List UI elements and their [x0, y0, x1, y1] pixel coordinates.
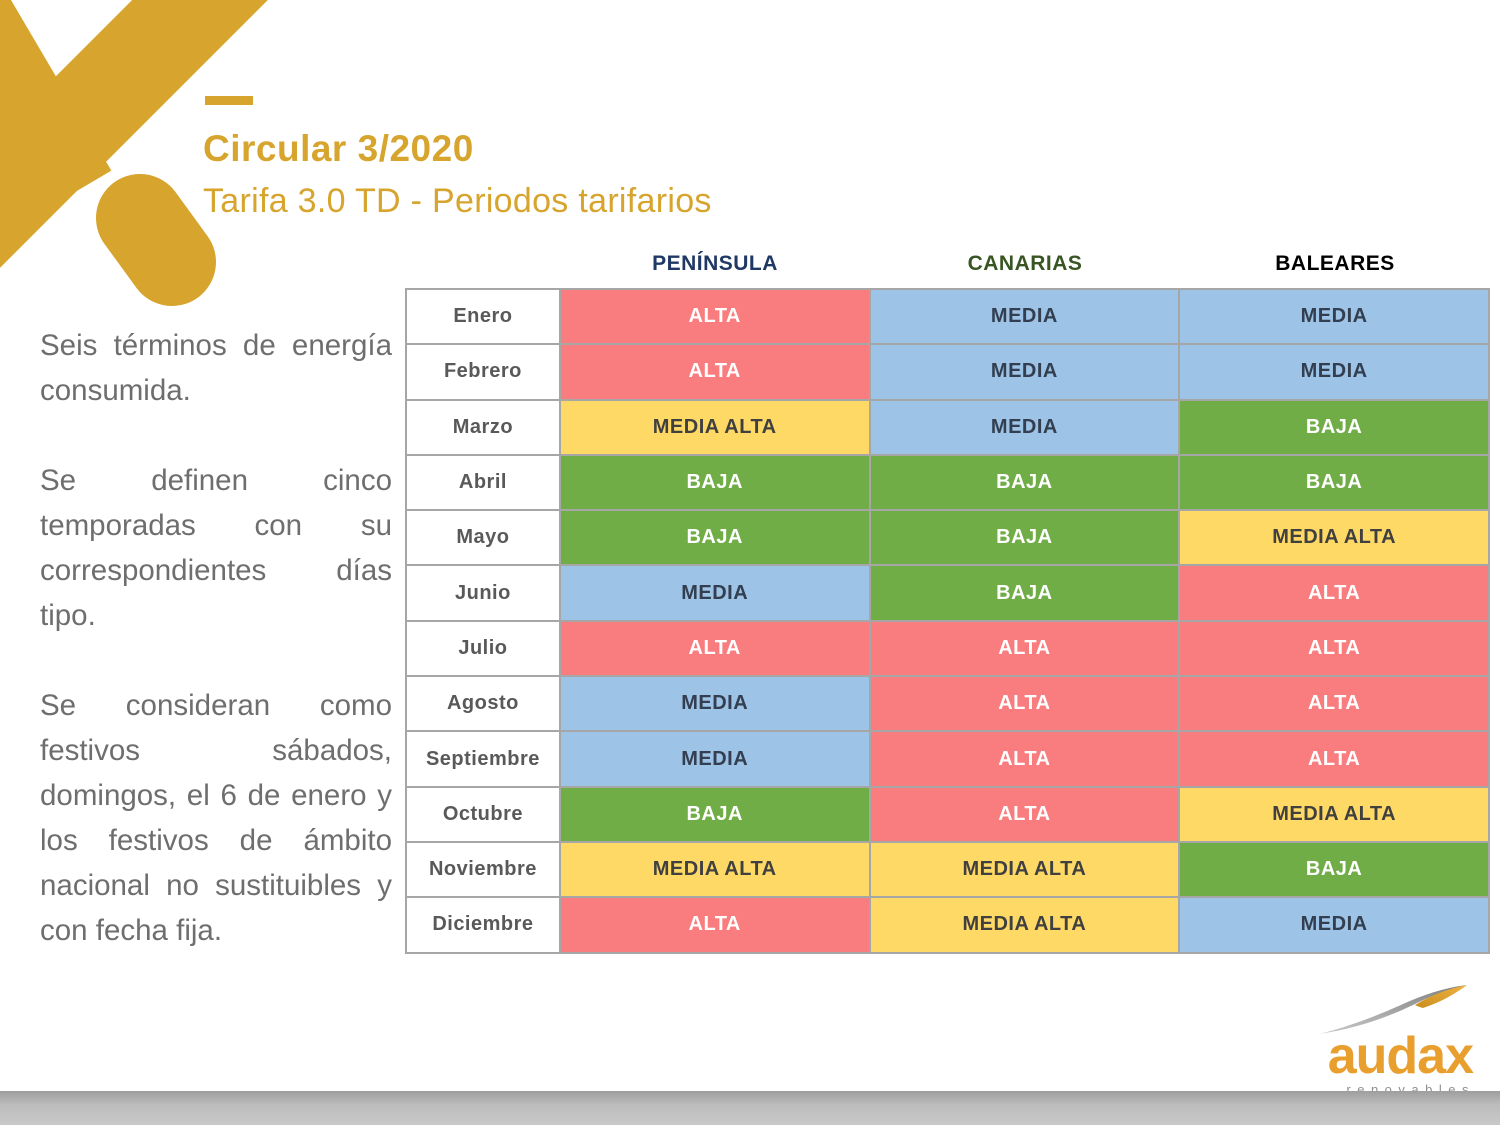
table-row: Enero ALTA MEDIA MEDIA: [405, 287, 1490, 346]
table-row: Noviembre MEDIA ALTA MEDIA ALTA BAJA: [405, 840, 1490, 899]
period-cell: ALTA: [1178, 619, 1490, 678]
column-header-baleares: BALEARES: [1275, 252, 1395, 275]
period-cell: BAJA: [558, 785, 871, 843]
period-cell: ALTA: [868, 730, 1181, 788]
page-title: Circular 3/2020: [203, 128, 474, 169]
paragraph-seasons: Se definen cinco temporadas con su corre…: [40, 464, 392, 632]
title-accent-dash: [205, 96, 253, 105]
period-cell: BAJA: [1178, 840, 1490, 899]
month-label: Julio: [405, 619, 561, 678]
month-label: Febrero: [405, 343, 561, 401]
column-header-peninsula: PENÍNSULA: [652, 252, 778, 275]
period-cell: MEDIA: [558, 730, 871, 788]
table-row: Mayo BAJA BAJA MEDIA ALTA: [405, 509, 1490, 567]
table-row: Diciembre ALTA MEDIA ALTA MEDIA: [405, 896, 1490, 954]
period-cell: ALTA: [868, 619, 1181, 678]
period-cell: BAJA: [558, 509, 871, 567]
period-cell: BAJA: [868, 453, 1181, 512]
table-row: Julio ALTA ALTA ALTA: [405, 619, 1490, 678]
period-cell: MEDIA: [558, 675, 871, 733]
period-cell: MEDIA ALTA: [558, 840, 871, 899]
table-row: Abril BAJA BAJA BAJA: [405, 453, 1490, 512]
column-header-canarias: CANARIAS: [967, 252, 1083, 275]
footer-bar: [0, 1091, 1500, 1125]
audax-logo: audax renovables: [1295, 984, 1475, 1097]
period-cell: MEDIA: [868, 287, 1181, 346]
period-cell: MEDIA: [1178, 287, 1490, 346]
period-cell: BAJA: [868, 564, 1181, 622]
tariff-periods-table: Enero ALTA MEDIA MEDIA Febrero ALTA MEDIA MEDIA…: [405, 287, 1490, 954]
month-label: Mayo: [405, 509, 561, 567]
page-subtitle: Tarifa 3.0 TD - Periodos tarifarios: [203, 182, 712, 220]
table-row: Junio MEDIA BAJA ALTA: [405, 564, 1490, 622]
month-label: Octubre: [405, 785, 561, 843]
month-label: Agosto: [405, 675, 561, 733]
period-cell: BAJA: [868, 509, 1181, 567]
table-row: Febrero ALTA MEDIA MEDIA: [405, 343, 1490, 401]
period-cell: MEDIA ALTA: [1178, 509, 1490, 567]
month-label: Marzo: [405, 398, 561, 456]
month-label: Noviembre: [405, 840, 561, 899]
period-cell: MEDIA: [1178, 343, 1490, 401]
period-cell: ALTA: [558, 343, 871, 401]
table-row: Septiembre MEDIA ALTA ALTA: [405, 730, 1490, 788]
month-label: Diciembre: [405, 896, 561, 954]
period-cell: ALTA: [1178, 564, 1490, 622]
description-column: Seis términos de energía consumida. Se d…: [40, 323, 392, 998]
audax-brand-text: audax: [1327, 1027, 1474, 1085]
tariff-table-area: PENÍNSULA CANARIAS BALEARES Enero ALTA MED…: [405, 248, 1491, 954]
month-label: Abril: [405, 453, 561, 512]
period-cell: ALTA: [558, 287, 871, 346]
period-cell: MEDIA ALTA: [558, 398, 871, 456]
table-row: Octubre BAJA ALTA MEDIA ALTA: [405, 785, 1490, 843]
region-header-row: PENÍNSULA CANARIAS BALEARES: [405, 248, 1491, 288]
table-row: Marzo MEDIA ALTA MEDIA BAJA: [405, 398, 1490, 456]
paragraph-terms: Seis términos de energía consumida.: [40, 329, 392, 407]
period-cell: MEDIA: [868, 398, 1181, 456]
audax-swoosh-icon: [1319, 985, 1467, 1034]
period-cell: MEDIA: [558, 564, 871, 622]
period-cell: ALTA: [1178, 730, 1490, 788]
period-cell: BAJA: [1178, 453, 1490, 512]
month-label: Enero: [405, 287, 561, 346]
period-cell: ALTA: [1178, 675, 1490, 733]
period-cell: MEDIA ALTA: [868, 840, 1181, 899]
period-cell: ALTA: [558, 896, 871, 954]
period-cell: MEDIA ALTA: [868, 896, 1181, 954]
month-label: Septiembre: [405, 730, 561, 788]
period-cell: ALTA: [868, 675, 1181, 733]
month-label: Junio: [405, 564, 561, 622]
period-cell: ALTA: [558, 619, 871, 678]
audax-x-logo-icon: [0, 0, 268, 306]
period-cell: MEDIA ALTA: [1178, 785, 1490, 843]
period-cell: BAJA: [558, 453, 871, 512]
paragraph-festivos: Se consideran como festivos sábados, dom…: [40, 689, 392, 947]
table-row: Agosto MEDIA ALTA ALTA: [405, 675, 1490, 733]
period-cell: MEDIA: [868, 343, 1181, 401]
period-cell: BAJA: [1178, 398, 1490, 456]
period-cell: MEDIA: [1178, 896, 1490, 954]
period-cell: ALTA: [868, 785, 1181, 843]
